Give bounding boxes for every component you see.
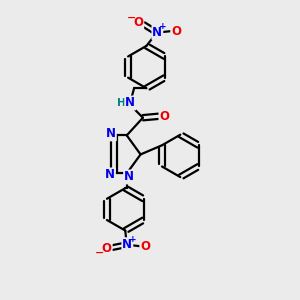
- Text: N: N: [152, 26, 162, 39]
- Text: O: O: [133, 16, 143, 29]
- Text: O: O: [102, 242, 112, 255]
- Text: O: O: [140, 240, 150, 253]
- Text: N: N: [124, 170, 134, 184]
- Text: O: O: [159, 110, 170, 123]
- Text: N: N: [105, 168, 115, 182]
- Text: −: −: [127, 13, 136, 23]
- Text: N: N: [125, 97, 135, 110]
- Text: O: O: [171, 25, 181, 38]
- Text: +: +: [129, 235, 137, 244]
- Text: N: N: [106, 128, 116, 140]
- Text: N: N: [122, 238, 132, 251]
- Text: H: H: [117, 98, 126, 108]
- Text: +: +: [159, 22, 167, 31]
- Text: −: −: [95, 248, 104, 258]
